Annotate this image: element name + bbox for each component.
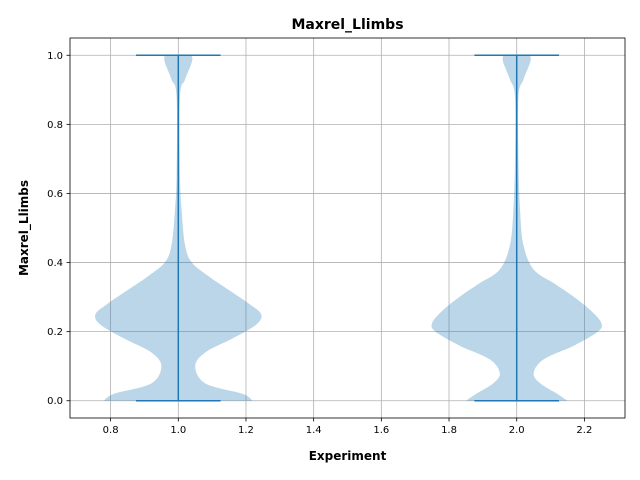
- y-axis-ticks: 0.0 0.2 0.4 0.6 0.8 1.0: [47, 51, 70, 407]
- x-axis-ticks: 0.8 1.0 1.2 1.4 1.6 1.8 2.0 2.2: [103, 418, 592, 436]
- y-tick-label: 0.8: [47, 120, 63, 131]
- plot-frame: [69, 37, 626, 419]
- x-tick-label: 1.6: [373, 425, 389, 436]
- y-tick-label: 0.2: [47, 327, 63, 338]
- x-axis-label: Experiment: [309, 449, 387, 463]
- x-tick-label: 1.0: [170, 425, 186, 436]
- chart-title: Maxrel_Llimbs: [291, 17, 403, 33]
- x-tick-label: 0.8: [103, 425, 119, 436]
- x-tick-label: 2.0: [509, 425, 525, 436]
- y-axis-label: Maxrel_Llimbs: [17, 180, 32, 276]
- y-tick-label: 1.0: [47, 51, 63, 62]
- y-tick-label: 0.6: [47, 189, 63, 200]
- x-tick-label: 2.2: [576, 425, 592, 436]
- x-tick-label: 1.8: [441, 425, 457, 436]
- x-tick-label: 1.2: [238, 425, 254, 436]
- y-tick-label: 0.0: [47, 396, 63, 407]
- violin-extrema-lines: [135, 54, 560, 402]
- x-tick-label: 1.4: [306, 425, 322, 436]
- y-tick-label: 0.4: [47, 258, 63, 269]
- grid-lines: [70, 38, 625, 418]
- violin-bodies: [95, 55, 602, 401]
